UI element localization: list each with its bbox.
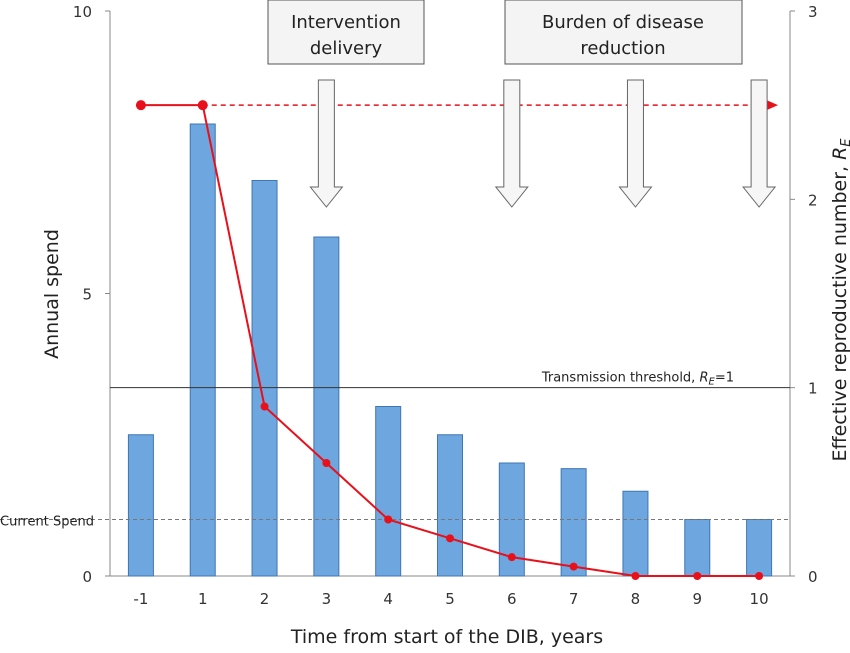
right-tick-label: 2 — [808, 191, 818, 209]
re-point-6 — [507, 553, 516, 562]
x-tick-label: -1 — [133, 590, 148, 608]
x-tick-label: 9 — [692, 590, 702, 608]
re-point-3 — [322, 459, 331, 467]
current-spend-label: Current Spend — [0, 515, 94, 530]
re-points-group — [135, 100, 764, 580]
x-ticks-group: -1 1 2 3 4 5 6 7 8 9 10 — [133, 590, 768, 608]
re-point-1 — [197, 100, 208, 111]
down-arrows-group — [309, 79, 777, 208]
left-tick-label: 5 — [82, 286, 92, 304]
left-tick-label: 0 — [82, 568, 92, 586]
bar-10 — [746, 519, 773, 577]
burden-box — [504, 0, 743, 65]
right-tick-label: 0 — [808, 568, 818, 586]
re-point-2 — [260, 402, 269, 411]
right-axis-title: Effective reproductive number, RE — [829, 138, 850, 462]
re-point-10 — [755, 572, 764, 580]
re-point-5 — [446, 534, 454, 543]
intervention-box-line1: Intervention — [291, 12, 401, 33]
re-point-8 — [631, 572, 640, 580]
re-point-7 — [569, 562, 578, 571]
x-axis-title: Time from start of the DIB, years — [290, 626, 603, 648]
re-point-4 — [384, 515, 393, 524]
right-tick-label: 3 — [808, 3, 818, 21]
down-arrow-icon — [309, 79, 344, 208]
bar-2 — [251, 180, 278, 577]
re-point--1 — [135, 100, 146, 111]
left-tick-label: 10 — [73, 3, 92, 21]
bar-4 — [375, 406, 402, 577]
down-arrow-icon — [742, 79, 777, 208]
right-ticks-group: 0 1 2 3 — [790, 3, 818, 586]
right-tick-label: 1 — [808, 380, 818, 398]
bar-9 — [684, 519, 711, 577]
x-tick-label: 5 — [445, 590, 455, 608]
bars-group — [127, 123, 773, 577]
x-tick-label: 4 — [383, 590, 393, 608]
x-tick-label: 10 — [750, 590, 769, 608]
bar-1 — [189, 123, 216, 577]
x-tick-label: 3 — [322, 590, 332, 608]
burden-box-line1: Burden of disease — [542, 12, 704, 33]
x-tick-label: 1 — [198, 590, 208, 608]
burden-box-line2: reduction — [580, 38, 665, 59]
intervention-box — [267, 0, 425, 65]
x-tick-label: 8 — [631, 590, 641, 608]
x-tick-label: 2 — [260, 590, 270, 608]
bar--1 — [127, 434, 154, 577]
bar-8 — [622, 490, 649, 577]
left-axis-title: Annual spend — [41, 229, 63, 359]
left-ticks-group: 0 5 10 — [73, 3, 110, 586]
x-tick-label: 6 — [507, 590, 517, 608]
re-point-9 — [693, 572, 702, 580]
intervention-box-line2: delivery — [310, 38, 383, 59]
threshold-label: Transmission threshold, RE=1 — [541, 371, 734, 388]
bar-5 — [437, 434, 463, 577]
x-tick-label: 7 — [569, 590, 579, 608]
down-arrow-icon — [618, 79, 653, 208]
down-arrow-icon — [494, 79, 529, 208]
bar-3 — [313, 236, 340, 577]
bar-7 — [560, 468, 587, 577]
annotation-boxes: Intervention delivery Burden of disease … — [267, 0, 743, 65]
